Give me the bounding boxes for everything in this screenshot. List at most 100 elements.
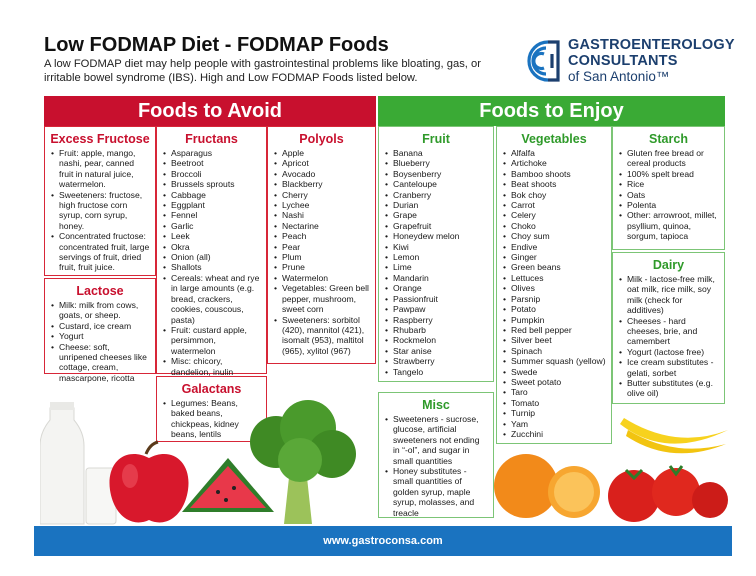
list-item: Rice [619,179,719,190]
list-item: Grapefruit [385,221,488,232]
list-item: Ice cream substitutes - gelati, sorbet [619,357,719,378]
list-item: Turnip [503,408,606,419]
list-item: Rhubarb [385,325,488,336]
list-item: Summer squash (yellow) [503,356,606,367]
list-item: Sweeteners: sorbitol (420), mannitol (42… [274,315,370,357]
list-item: Potato [503,304,606,315]
list-item: Canteloupe [385,179,488,190]
list-item: Fruit: custard apple, persimmon, waterme… [163,325,261,356]
list-item: 100% spelt bread [619,169,719,180]
list-item: Cereals: wheat and rye in large amounts … [163,273,261,325]
fruit-list: Banana Blueberry Boysenberry Canteloupe … [384,148,488,377]
list-item: Strawberry [385,356,488,367]
polyols-heading: Polyols [299,132,344,146]
list-item: Honey substitutes - small quantities of … [385,466,488,518]
list-item: Prune [274,262,370,273]
misc-box: Misc Sweeteners - sucrose, glucose, arti… [378,392,494,518]
excess-fructose-list: Fruit: apple, mango, nashi, pear, canned… [50,148,150,273]
list-item: Grape [385,210,488,221]
list-item: Swede [503,367,606,378]
excess-fructose-box: Excess Fructose Fruit: apple, mango, nas… [44,126,156,276]
list-item: Spinach [503,346,606,357]
list-item: Cheese: soft, unripened cheeses like cot… [51,342,150,384]
list-item: Cranberry [385,190,488,201]
vegetables-box: Vegetables Alfalfa Artichoke Bamboo shoo… [496,126,612,444]
list-item: Boysenberry [385,169,488,180]
dairy-box: Dairy Milk - lactose-free milk, oat milk… [612,252,725,404]
list-item: Fennel [163,210,261,221]
list-item: Lychee [274,200,370,211]
footer-url[interactable]: www.gastroconsa.com [34,526,732,556]
galactans-heading: Galactans [181,382,242,396]
list-item: Lime [385,262,488,273]
list-item: Vegetables: Green bell pepper, mushroom,… [274,283,370,314]
banana-image [620,418,728,454]
list-item: Tomato [503,398,606,409]
list-item: Pumpkin [503,315,606,326]
list-item: Yogurt (lactose free) [619,347,719,358]
list-item: Ginger [503,252,606,263]
milk-bottle-image [40,402,117,525]
list-item: Honeydew melon [385,231,488,242]
lactose-box: Lactose Milk: milk from cows, goats, or … [44,278,156,383]
starch-heading: Starch [649,132,688,146]
list-item: Apple [274,148,370,159]
list-item: Raspberry [385,315,488,326]
list-item: Red bell pepper [503,325,606,336]
orange-image [494,454,600,518]
list-item: Apricot [274,158,370,169]
galactans-box: Galactans Legumes: Beans, baked beans, c… [156,376,267,442]
list-item: Cabbage [163,190,261,201]
list-item: Olives [503,283,606,294]
list-item: Cheeses - hard cheeses, brie, and camemb… [619,316,719,347]
list-item: Rockmelon [385,335,488,346]
list-item: Custard, ice cream [51,321,150,332]
list-item: Butter substitutes (e.g. olive oil) [619,378,719,399]
polyols-list: Apple Apricot Avocado Blackberry Cherry … [273,148,370,356]
list-item: Artichoke [503,158,606,169]
list-item: Okra [163,242,261,253]
logo-line-3: of San Antonio™ [568,69,670,84]
list-item: Nectarine [274,221,370,232]
list-item: Milk - lactose-free milk, oat milk, rice… [619,274,719,316]
list-item: Sweeteners - sucrose, glucose, artificia… [385,414,488,466]
list-item: Oats [619,190,719,201]
list-item: Yam [503,419,606,430]
list-item: Concentrated fructose: concentrated frui… [51,231,150,273]
foods-to-enjoy-banner: Foods to Enjoy [378,96,725,126]
excess-fructose-heading: Excess Fructose [50,132,150,146]
page-subtitle: A low FODMAP diet may help people with g… [44,58,481,84]
fruit-box: Fruit Banana Blueberry Boysenberry Cante… [378,126,494,382]
list-item: Misc: chicory, dandelion, inulin [163,356,261,377]
dairy-list: Milk - lactose-free milk, oat milk, rice… [618,274,719,399]
list-item: Green beans [503,262,606,273]
list-item: Plum [274,252,370,263]
list-item: Orange [385,283,488,294]
list-item: Avocado [274,169,370,180]
logo-line-1: GASTROENTEROLOGY [568,37,735,53]
list-item: Milk: milk from cows, goats, or sheep. [51,300,150,321]
list-item: Banana [385,148,488,159]
company-logo: GASTROENTEROLOGY CONSULTANTS of San Anto… [518,36,735,86]
list-item: Alfalfa [503,148,606,159]
list-item: Parsnip [503,294,606,305]
list-item: Leek [163,231,261,242]
dairy-heading: Dairy [652,258,685,272]
list-item: Polenta [619,200,719,211]
list-item: Garlic [163,221,261,232]
starch-list: Gluten free bread or cereal products 100… [618,148,719,242]
lactose-heading: Lactose [76,284,124,298]
vegetables-list: Alfalfa Artichoke Bamboo shoots Beat sho… [502,148,606,440]
polyols-box: Polyols Apple Apricot Avocado Blackberry… [267,126,376,364]
list-item: Taro [503,387,606,398]
broccoli-image [250,400,356,524]
fructans-list: Asparagus Beetroot Broccoli Brussels spr… [162,148,261,377]
starch-box: Starch Gluten free bread or cereal produ… [612,126,725,250]
list-item: Cherry [274,190,370,201]
vegetables-heading: Vegetables [521,132,587,146]
list-item: Star anise [385,346,488,357]
list-item: Brussels sprouts [163,179,261,190]
list-item: Beat shoots [503,179,606,190]
fruit-heading: Fruit [422,132,450,146]
tomato-image [608,465,728,522]
